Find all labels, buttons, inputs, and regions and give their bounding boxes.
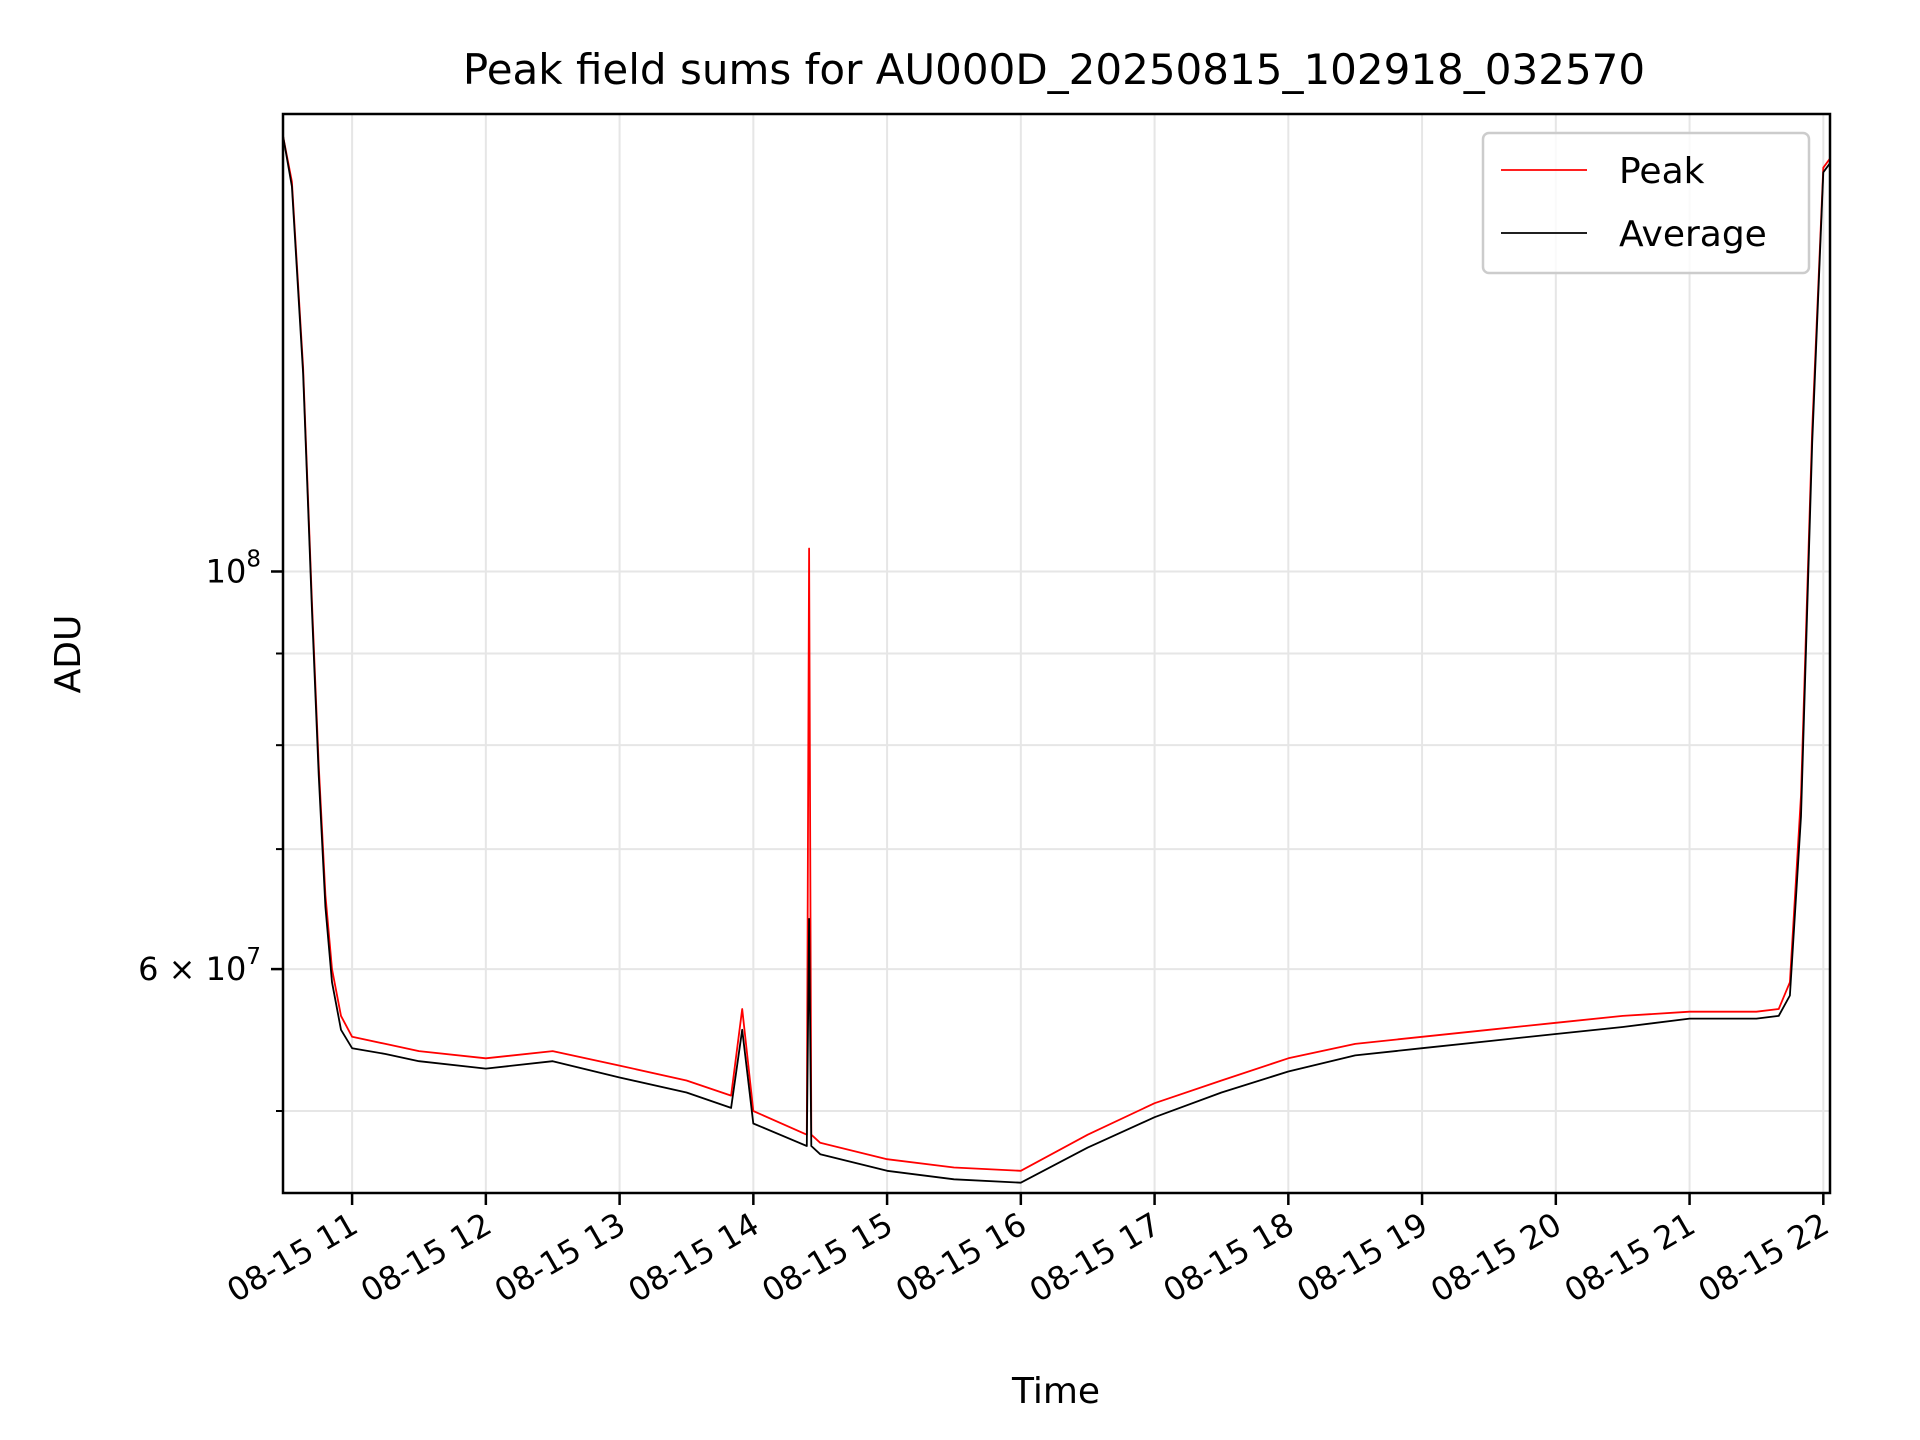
y-tick-label-base: 6 × 10	[138, 950, 246, 988]
legend: Peak Average	[1481, 131, 1811, 275]
y-tick-label: 108	[206, 546, 261, 590]
legend-box	[1481, 131, 1811, 275]
y-axis-label: ADU	[48, 615, 89, 694]
x-axis-label: Time	[1011, 1371, 1100, 1412]
y-tick-label-exponent: 8	[246, 546, 261, 572]
series-line-peak	[282, 135, 1831, 1172]
grid	[283, 114, 1830, 1193]
chart-title: Peak field sums for AU000D_20250815_1029…	[463, 45, 1645, 94]
y-tick-label-exponent: 7	[246, 944, 261, 970]
series-layer	[282, 135, 1831, 1184]
y-axis-ticks: 108 6 × 107	[138, 546, 283, 1112]
legend-label-peak: Peak	[1619, 151, 1705, 192]
y-tick-label: 6 × 107	[138, 944, 261, 988]
series-line-average	[282, 135, 1831, 1184]
legend-label-average: Average	[1619, 214, 1767, 255]
y-tick-label-base: 10	[206, 552, 247, 590]
